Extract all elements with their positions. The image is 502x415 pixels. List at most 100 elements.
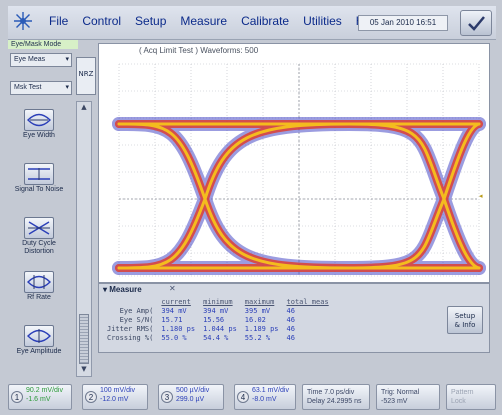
rf-rate-button[interactable]: Rf Rate <box>10 269 68 319</box>
row-name: Jitter RMS( <box>107 324 154 333</box>
row-current: 55.0 % <box>161 333 187 342</box>
checkmark-icon <box>468 16 485 31</box>
trigger-level: -523 mV <box>381 398 408 405</box>
row-name: Eye S/N( <box>119 315 154 324</box>
channel-1-vdiv: 90.2 mV/div <box>26 387 63 394</box>
menu-control[interactable]: Control <box>82 14 122 28</box>
channel-4-scale: 63.1 mV/div -8.0 mV <box>252 386 289 404</box>
pattern-lock-label-1: Pattern <box>451 389 474 396</box>
setup-info-button[interactable]: Setup & Info <box>447 306 483 334</box>
measure-panel-title[interactable]: ▾ Measure <box>103 285 142 294</box>
channel-3-scale: 500 µV/div 299.0 µV <box>176 386 209 404</box>
scroll-thumb[interactable] <box>79 314 89 364</box>
eye-meas-dropdown-label: Eye Meas <box>14 56 46 63</box>
eye-amplitude-label: Eye Amplitude <box>16 348 62 355</box>
scroll-up-icon[interactable]: ▲ <box>81 103 87 111</box>
close-icon[interactable]: ✕ <box>169 284 176 293</box>
menu-calibrate[interactable]: Calibrate <box>241 14 290 28</box>
pattern-lock-label-2: Lock <box>451 398 466 405</box>
mode-label: Eye/Mask Mode <box>8 40 78 49</box>
mask-test-dropdown-label: Msk Test <box>14 84 42 91</box>
row-minimum: 1.044 ps <box>203 324 237 333</box>
duty-cycle-distortion-label: Duty Cycle Distortion <box>22 240 56 255</box>
row-current: 15.71 <box>161 315 183 324</box>
channel-1-scale: 90.2 mV/div -1.6 mV <box>26 386 63 404</box>
left-panel-scrollbar[interactable]: ▲ ▼ <box>76 101 92 377</box>
menu-file[interactable]: File <box>49 14 69 28</box>
waveform-display[interactable]: ( Acq Limit Test ) Waveforms: 500 <box>98 43 490 283</box>
setup-info-label-1: Setup <box>454 312 476 320</box>
row-total: 46 <box>286 333 295 342</box>
eye-width-button[interactable]: Eye Width <box>10 107 68 157</box>
row-name: Crossing %( <box>107 333 154 342</box>
table-row[interactable]: Crossing %( 55.0 % 54.4 % 55.2 % 46 <box>103 333 333 342</box>
measure-panel: ▾ Measure ✕ current minimum maximum tota… <box>98 283 490 353</box>
channel-2-offset: -12.0 mV <box>100 396 129 403</box>
trigger-mode: Trig: Normal <box>381 389 420 396</box>
trigger-button[interactable]: Trig: Normal -523 mV <box>376 384 440 410</box>
row-name: Eye Amp( <box>119 306 154 315</box>
menu-utilities[interactable]: Utilities <box>303 14 342 28</box>
channel-4-offset: -8.0 mV <box>252 396 277 403</box>
nrz-toggle[interactable]: NRZ <box>76 57 96 95</box>
menu-bar: File Control Setup Measure Calibrate Uti… <box>8 6 496 40</box>
menu-measure[interactable]: Measure <box>180 14 228 28</box>
measure-title-text: Measure <box>109 285 142 294</box>
col-header-current: current <box>161 297 191 306</box>
acquisition-status: ( Acq Limit Test ) Waveforms: 500 <box>139 46 259 55</box>
pattern-lock-button[interactable]: Pattern Lock <box>446 384 496 410</box>
channel-2-scale: 100 mV/div -12.0 mV <box>100 386 135 404</box>
row-total: 46 <box>286 306 295 315</box>
row-maximum: 16.02 <box>244 315 266 324</box>
setup-info-label-2: & Info <box>454 321 476 329</box>
row-minimum: 394 mV <box>203 306 229 315</box>
channel-3-vdiv: 500 µV/div <box>176 387 210 394</box>
left-panel: Eye Meas ▾ Msk Test ▾ NRZ ▲ ▼ Eye Width … <box>8 49 96 379</box>
mask-test-dropdown[interactable]: Msk Test ▾ <box>10 81 72 95</box>
duty-cycle-distortion-icon <box>24 217 54 239</box>
col-header-name <box>103 297 157 306</box>
table-row[interactable]: Jitter RMS( 1.180 ps 1.044 ps 1.189 ps 4… <box>103 324 333 333</box>
undo-button[interactable] <box>460 10 492 36</box>
row-maximum: 55.2 % <box>244 333 271 342</box>
col-header-total: total meas <box>286 297 329 306</box>
channel-1-button[interactable]: 1 90.2 mV/div -1.6 mV <box>8 384 72 410</box>
col-header-minimum: minimum <box>203 297 233 306</box>
col-header-maximum: maximum <box>244 297 275 306</box>
channel-3-button[interactable]: 3 500 µV/div 299.0 µV <box>158 384 224 410</box>
eye-meas-dropdown[interactable]: Eye Meas ▾ <box>10 53 72 67</box>
eye-width-icon <box>24 109 54 131</box>
duty-cycle-distortion-button[interactable]: Duty Cycle Distortion <box>10 215 68 265</box>
signal-to-noise-label: Signal To Noise <box>14 186 64 193</box>
eye-width-label: Eye Width <box>23 132 55 139</box>
timebase-delay: Delay 24.2995 ns <box>307 398 362 405</box>
agilent-logo-icon <box>14 12 32 30</box>
row-maximum: 395 mV <box>244 306 271 315</box>
table-row[interactable]: Eye S/N( 15.71 15.56 16.02 46 <box>103 315 333 324</box>
menu-setup[interactable]: Setup <box>135 14 167 28</box>
scroll-down-icon[interactable]: ▼ <box>81 365 87 373</box>
chevron-down-icon: ▾ <box>65 56 69 63</box>
channel-4-number: 4 <box>237 391 249 403</box>
row-total: 46 <box>286 324 295 333</box>
bottom-status-bar: 1 90.2 mV/div -1.6 mV 2 100 mV/div -12.0… <box>8 381 498 411</box>
timebase-button[interactable]: Time 7.0 ps/div Delay 24.2995 ns <box>302 384 370 410</box>
eye-amplitude-button[interactable]: Eye Amplitude <box>10 323 68 373</box>
channel-4-vdiv: 63.1 mV/div <box>252 387 289 394</box>
row-minimum: 15.56 <box>203 315 225 324</box>
signal-to-noise-button[interactable]: Signal To Noise <box>10 161 68 211</box>
eye-diagram <box>112 63 486 277</box>
table-row[interactable]: Eye Amp( 394 mV 394 mV 395 mV 46 <box>103 306 333 315</box>
main-menu: File Control Setup Measure Calibrate Uti… <box>42 12 387 30</box>
channel-1-offset: -1.6 mV <box>26 396 51 403</box>
rf-rate-label: Rf Rate <box>27 294 51 301</box>
channel-4-button[interactable]: 4 63.1 mV/div -8.0 mV <box>234 384 296 410</box>
channel-3-number: 3 <box>161 391 173 403</box>
table-header-row: current minimum maximum total meas <box>103 297 333 306</box>
channel-3-offset: 299.0 µV <box>176 396 205 403</box>
channel-2-button[interactable]: 2 100 mV/div -12.0 mV <box>82 384 148 410</box>
row-current: 1.180 ps <box>161 324 196 333</box>
rf-rate-icon <box>24 271 54 293</box>
row-maximum: 1.189 ps <box>244 324 279 333</box>
